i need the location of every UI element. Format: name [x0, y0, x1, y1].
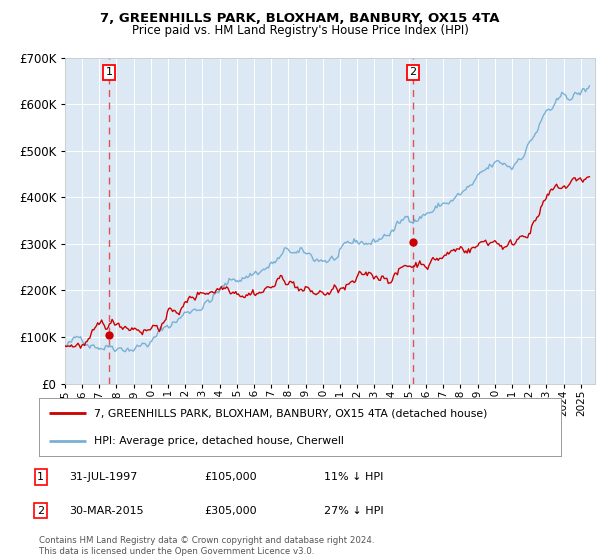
- Text: 2: 2: [37, 506, 44, 516]
- Text: Price paid vs. HM Land Registry's House Price Index (HPI): Price paid vs. HM Land Registry's House …: [131, 24, 469, 36]
- Text: 1: 1: [106, 67, 113, 77]
- Text: 30-MAR-2015: 30-MAR-2015: [69, 506, 143, 516]
- Text: HPI: Average price, detached house, Cherwell: HPI: Average price, detached house, Cher…: [94, 436, 344, 446]
- Text: 11% ↓ HPI: 11% ↓ HPI: [324, 472, 383, 482]
- Text: 2: 2: [410, 67, 416, 77]
- Text: 7, GREENHILLS PARK, BLOXHAM, BANBURY, OX15 4TA (detached house): 7, GREENHILLS PARK, BLOXHAM, BANBURY, OX…: [94, 408, 487, 418]
- Text: £105,000: £105,000: [204, 472, 257, 482]
- Text: £305,000: £305,000: [204, 506, 257, 516]
- Text: Contains HM Land Registry data © Crown copyright and database right 2024.
This d: Contains HM Land Registry data © Crown c…: [39, 536, 374, 556]
- Text: 31-JUL-1997: 31-JUL-1997: [69, 472, 137, 482]
- Text: 7, GREENHILLS PARK, BLOXHAM, BANBURY, OX15 4TA: 7, GREENHILLS PARK, BLOXHAM, BANBURY, OX…: [100, 12, 500, 25]
- Text: 27% ↓ HPI: 27% ↓ HPI: [324, 506, 383, 516]
- Text: 1: 1: [37, 472, 44, 482]
